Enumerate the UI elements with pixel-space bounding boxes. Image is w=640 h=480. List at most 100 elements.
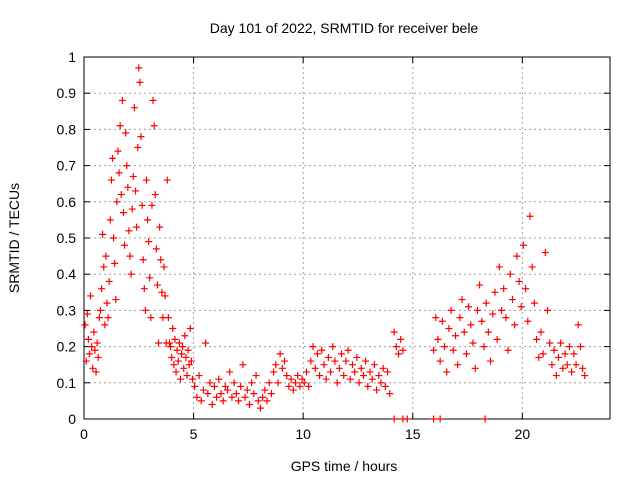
data-point: [298, 375, 306, 383]
data-point: [250, 390, 258, 398]
data-point: [368, 375, 376, 383]
data-point: [206, 379, 214, 387]
data-point: [254, 397, 262, 405]
y-tick-label: 0.9: [57, 85, 77, 101]
data-point: [471, 364, 479, 372]
data-point: [327, 368, 335, 376]
data-point: [145, 238, 153, 246]
data-point: [430, 415, 438, 423]
data-point: [106, 216, 114, 224]
data-point: [202, 339, 210, 347]
data-point: [291, 379, 299, 387]
data-point: [132, 187, 140, 195]
data-point: [390, 415, 398, 423]
data-point: [482, 299, 490, 307]
data-point: [130, 104, 138, 112]
data-point: [148, 201, 156, 209]
data-point: [537, 328, 545, 336]
data-point: [539, 350, 547, 358]
data-point: [447, 306, 455, 314]
data-point: [559, 364, 567, 372]
data-point: [156, 223, 164, 231]
data-point: [144, 216, 152, 224]
data-point: [563, 361, 571, 369]
data-point: [150, 122, 158, 130]
data-point: [517, 303, 525, 311]
data-point: [165, 339, 173, 347]
data-point: [108, 154, 116, 162]
data-point: [191, 382, 199, 390]
data-point: [178, 350, 186, 358]
data-point: [110, 234, 118, 242]
data-point: [104, 314, 112, 322]
data-point: [95, 314, 103, 322]
data-point: [544, 306, 552, 314]
data-point: [366, 368, 374, 376]
data-point: [118, 96, 126, 104]
data-point: [357, 364, 365, 372]
data-point: [99, 230, 107, 238]
data-point: [384, 368, 392, 376]
data-point: [329, 343, 337, 351]
data-point: [91, 346, 99, 354]
y-tick-label: 1: [68, 49, 76, 65]
data-point: [164, 314, 172, 322]
data-point: [158, 288, 166, 296]
data-point: [101, 321, 109, 329]
data-point: [338, 350, 346, 358]
data-point: [98, 285, 106, 293]
data-point: [359, 372, 367, 380]
data-point: [309, 343, 317, 351]
data-point: [92, 368, 100, 376]
data-point: [353, 353, 361, 361]
data-point: [307, 357, 315, 365]
data-point: [346, 375, 354, 383]
data-point: [322, 375, 330, 383]
data-point: [167, 343, 175, 351]
data-point: [436, 415, 444, 423]
data-point: [318, 346, 326, 354]
data-point: [502, 314, 510, 322]
data-point: [522, 285, 530, 293]
data-point: [305, 382, 313, 390]
data-point: [243, 386, 251, 394]
data-point: [473, 306, 481, 314]
data-point: [438, 317, 446, 325]
data-point: [103, 299, 111, 307]
data-point: [579, 364, 587, 372]
data-point: [168, 353, 176, 361]
data-point: [127, 270, 135, 278]
data-point: [241, 393, 249, 401]
data-point: [500, 285, 508, 293]
data-point: [137, 133, 145, 141]
data-point: [342, 357, 350, 365]
data-point: [276, 350, 284, 358]
axis-ticks: 00.10.20.30.40.50.60.70.80.910 5 10 15 20: [57, 49, 610, 442]
data-point: [85, 350, 93, 358]
data-point: [235, 397, 243, 405]
y-tick-label: 0.8: [57, 121, 77, 137]
data-point: [515, 277, 523, 285]
data-point: [83, 310, 91, 318]
data-point: [362, 357, 370, 365]
data-point: [576, 343, 584, 351]
data-point: [129, 172, 137, 180]
data-point: [102, 252, 110, 260]
data-point: [94, 353, 102, 361]
data-point: [364, 382, 372, 390]
data-point: [93, 339, 101, 347]
y-tick-label: 0.3: [57, 302, 77, 318]
data-point: [149, 96, 157, 104]
data-point: [467, 321, 475, 329]
x-tick-label: 5: [190, 426, 198, 442]
data-point: [140, 285, 148, 293]
data-point: [274, 379, 282, 387]
data-point: [183, 372, 191, 380]
data-point: [375, 372, 383, 380]
data-point: [89, 364, 97, 372]
data-point: [84, 335, 92, 343]
data-point: [535, 353, 543, 361]
data-point: [528, 263, 536, 271]
data-point: [434, 335, 442, 343]
